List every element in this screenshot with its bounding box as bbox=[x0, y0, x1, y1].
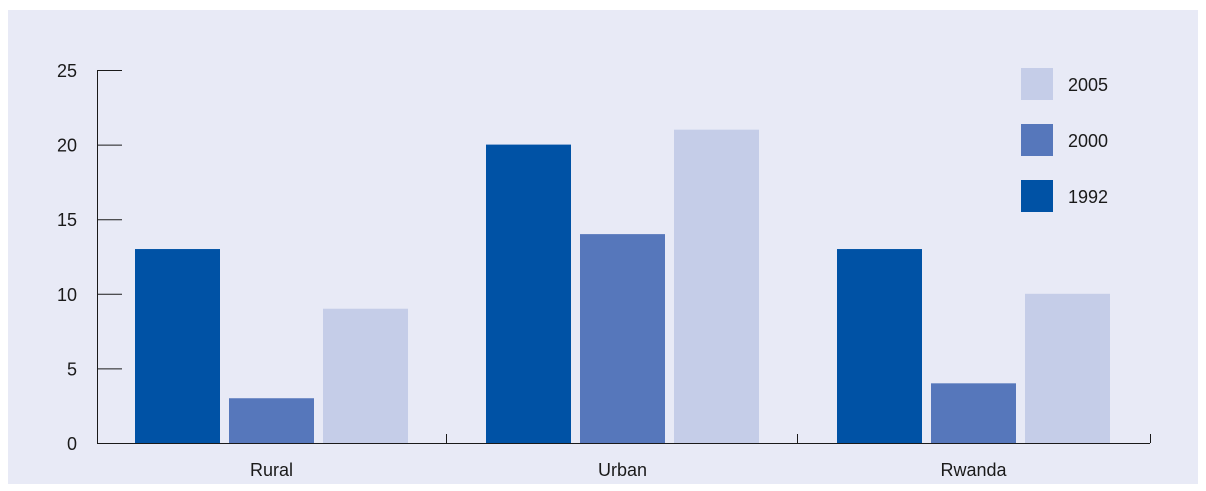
bar-rwanda-2005 bbox=[1025, 293, 1110, 443]
bar-rural-1992 bbox=[135, 249, 220, 443]
x-category-label: Urban bbox=[598, 460, 647, 480]
bars bbox=[135, 129, 1110, 443]
legend-swatch-1992 bbox=[1021, 180, 1053, 212]
bar-rwanda-1992 bbox=[837, 249, 922, 443]
legend: 2005 2000 1992 bbox=[1021, 68, 1108, 212]
bar-urban-2005 bbox=[674, 129, 759, 443]
legend-swatch-2005 bbox=[1021, 68, 1053, 100]
bar-rural-2000 bbox=[229, 398, 314, 443]
bar-rural-2005 bbox=[323, 308, 408, 443]
bar-urban-1992 bbox=[486, 144, 571, 443]
x-category-label: Rwanda bbox=[940, 460, 1007, 480]
axes bbox=[97, 70, 1151, 444]
y-tick-label: 25 bbox=[57, 61, 77, 81]
bar-urban-2000 bbox=[580, 234, 665, 443]
legend-swatch-2000 bbox=[1021, 124, 1053, 156]
y-tick-label: 20 bbox=[57, 136, 77, 156]
legend-label-2005: 2005 bbox=[1068, 75, 1108, 95]
bar-rwanda-2000 bbox=[931, 383, 1016, 443]
axis-labels: 0 5 10 15 20 25 Rural Urban Rwanda bbox=[57, 61, 1008, 480]
legend-label-1992: 1992 bbox=[1068, 187, 1108, 207]
legend-label-2000: 2000 bbox=[1068, 131, 1108, 151]
y-tick-label: 0 bbox=[67, 434, 77, 454]
y-tick-label: 5 bbox=[67, 359, 77, 379]
y-tick-label: 10 bbox=[57, 285, 77, 305]
y-tick-label: 15 bbox=[57, 210, 77, 230]
x-category-label: Rural bbox=[250, 460, 293, 480]
